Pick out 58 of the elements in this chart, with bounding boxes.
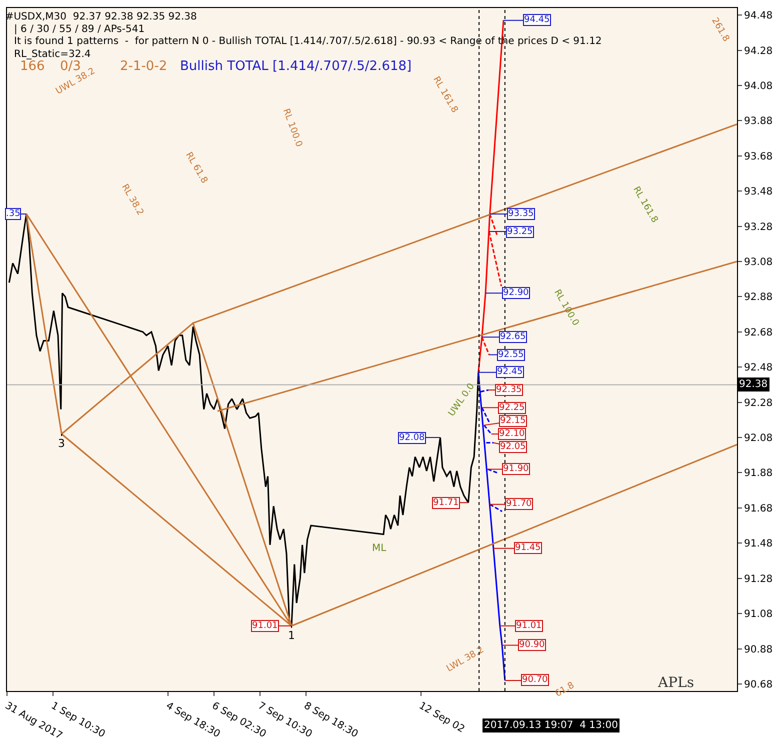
annotation: 91.45 bbox=[515, 543, 541, 553]
y-tick-label: 91.48 bbox=[744, 538, 773, 550]
annotation: ML bbox=[372, 543, 387, 554]
y-tick-label: 90.68 bbox=[744, 679, 773, 690]
annotation: .35 bbox=[6, 209, 20, 219]
annotation: 92.25 bbox=[499, 403, 525, 413]
annotation: RL 100.0 bbox=[280, 107, 304, 149]
annotation: 91.71 bbox=[433, 498, 459, 508]
y-tick-label: 92.68 bbox=[744, 327, 773, 338]
text: 2017.09.13 19:07 4 13:00 bbox=[484, 720, 618, 731]
y-tick-label: 93.88 bbox=[744, 116, 773, 128]
annotation: 92.35 bbox=[496, 385, 522, 395]
annotation: RL_Static=32.4 bbox=[14, 49, 91, 60]
annotation: 1 bbox=[288, 629, 295, 642]
y-tick-label: 94.08 bbox=[744, 80, 773, 92]
y-tick-label: 92.48 bbox=[744, 362, 773, 374]
annotation: 92.10 bbox=[499, 429, 526, 439]
y-tick-label: 92.28 bbox=[744, 398, 773, 409]
y-tick-label: 91.28 bbox=[744, 574, 773, 585]
annotation: 61.8 bbox=[554, 680, 576, 700]
annotation: 92.15 bbox=[500, 416, 526, 426]
annotation: 92.08 bbox=[399, 433, 426, 443]
y-tick-label: 93.08 bbox=[744, 256, 773, 268]
annotation: 92.65 bbox=[500, 332, 526, 342]
annotation: 90.90 bbox=[519, 640, 546, 650]
y-tick-label: 93.28 bbox=[744, 222, 773, 233]
annotation: 2-1-0-2 bbox=[120, 59, 168, 74]
annotation: 166 bbox=[20, 59, 45, 74]
y-tick-label: 93.68 bbox=[744, 151, 773, 162]
annotation: 92.90 bbox=[503, 288, 530, 298]
annotation: 91.70 bbox=[506, 499, 532, 509]
annotation: APLs bbox=[657, 675, 694, 691]
annotation: 91.01 bbox=[516, 621, 542, 631]
annotation: Bullish TOTAL [1.414/.707/.5/2.618] bbox=[180, 59, 412, 74]
y-tick-label: 90.88 bbox=[744, 644, 773, 656]
y-tick-label: 93.48 bbox=[744, 186, 773, 198]
y-tick-label: 94.28 bbox=[744, 46, 773, 57]
annotation: 3 bbox=[58, 437, 65, 450]
annotation: 91.01 bbox=[252, 621, 278, 631]
chart-title: #USDX,M30 92.37 92.38 92.35 92.38 bbox=[5, 12, 197, 22]
y-tick-label: 92.88 bbox=[744, 292, 773, 304]
annotation: 92.55 bbox=[498, 350, 524, 360]
y-tick-label: 94.48 bbox=[744, 10, 773, 22]
annotation: 93.35 bbox=[508, 209, 534, 219]
y-tick-label: 92.08 bbox=[744, 433, 773, 444]
y-tick-label: 91.08 bbox=[744, 609, 773, 620]
text: | 6 / 30 / 55 / 89 / APs-541 bbox=[14, 24, 145, 35]
annotation: 93.25 bbox=[507, 227, 533, 237]
y-tick-label: 91.68 bbox=[744, 503, 773, 514]
x-tick-label: 12 Sep 02 bbox=[416, 700, 466, 736]
annotation: 90.70 bbox=[522, 675, 548, 685]
annotation: 94.45 bbox=[524, 15, 550, 25]
ref-line-label: 92.38 bbox=[739, 379, 768, 390]
annotation: LWL 38.2 bbox=[445, 645, 486, 674]
annotation: 92.45 bbox=[497, 367, 523, 377]
y-tick-label: 91.88 bbox=[744, 468, 773, 480]
annotation: 91.90 bbox=[503, 464, 530, 474]
annotation: 92.05 bbox=[500, 442, 526, 452]
